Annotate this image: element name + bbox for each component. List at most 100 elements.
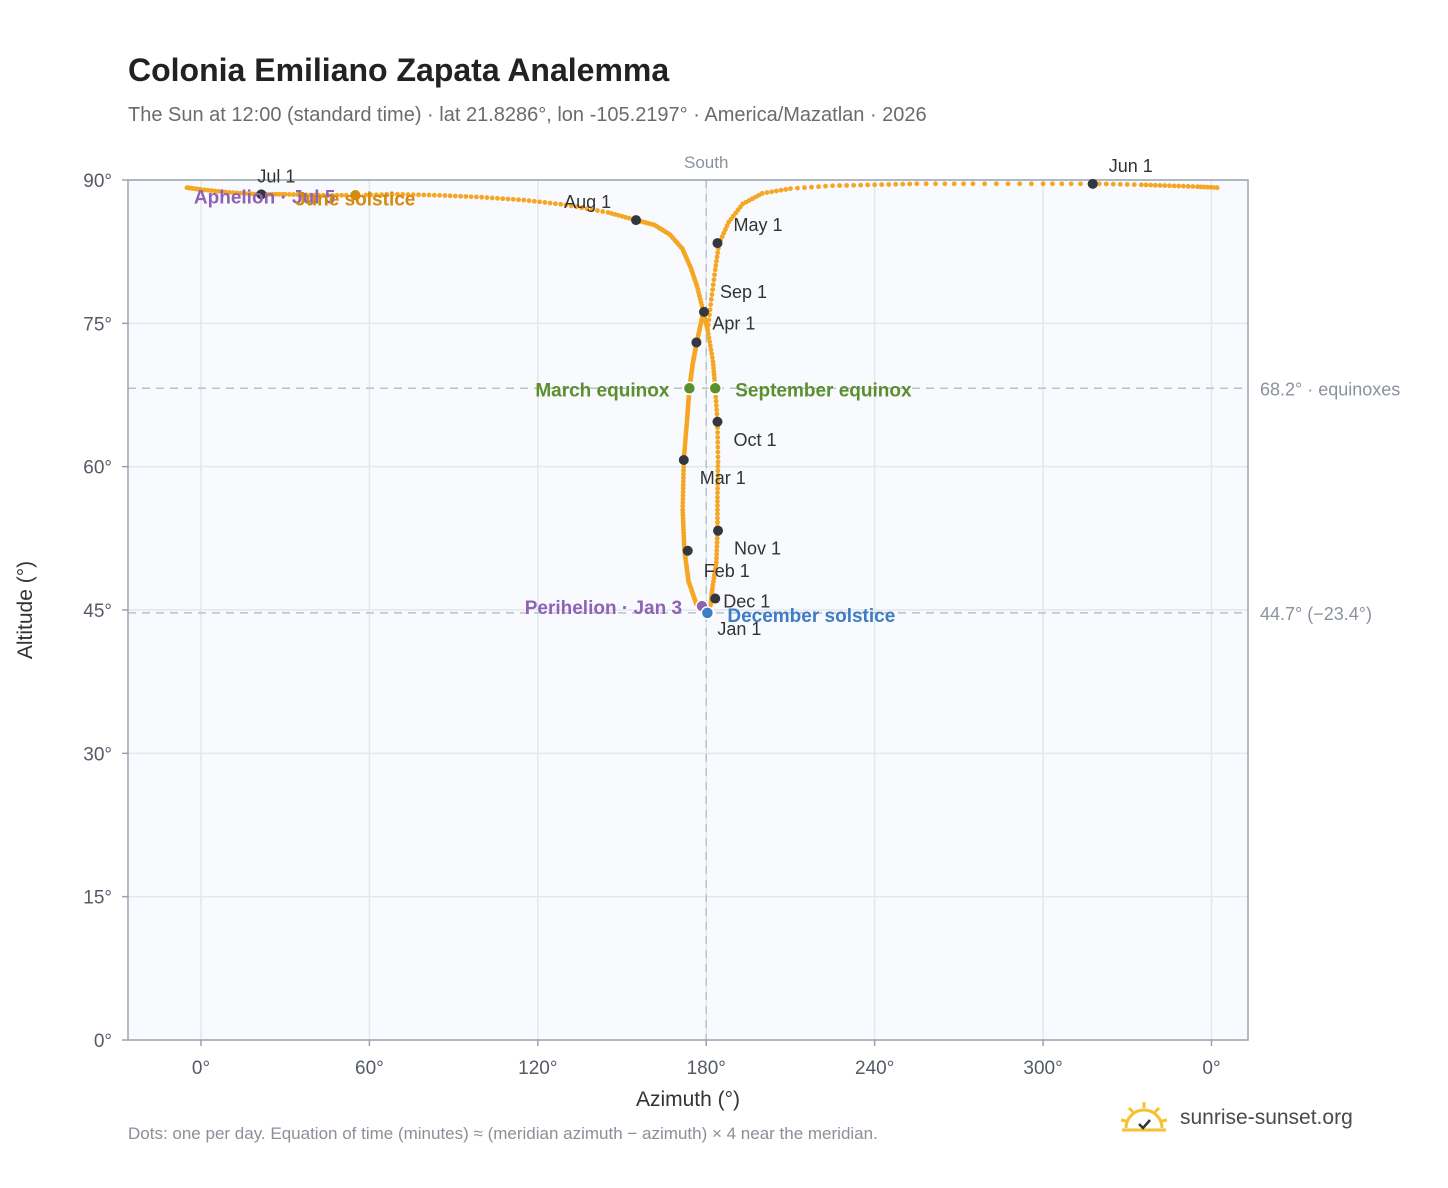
- daily-dot: [291, 192, 297, 197]
- daily-dot: [715, 499, 720, 504]
- daily-dot: [219, 189, 225, 195]
- month-marker-label: May 1: [733, 215, 782, 235]
- event-marker-label: Perihelion · Jan 3: [525, 598, 682, 619]
- reference-line-label: 44.7° (−23.4°): [1260, 604, 1372, 624]
- daily-dot: [715, 250, 721, 256]
- daily-dot: [1157, 183, 1163, 188]
- daily-dot: [308, 192, 313, 198]
- daily-dot: [1124, 182, 1130, 187]
- daily-dot: [715, 435, 721, 440]
- daily-dot: [795, 185, 800, 191]
- daily-dot: [708, 302, 714, 307]
- daily-dot: [830, 183, 835, 189]
- daily-dot: [708, 347, 714, 353]
- daily-dot: [226, 190, 232, 195]
- daily-dot: [589, 207, 595, 213]
- daily-dot: [715, 454, 721, 460]
- daily-dot: [681, 468, 686, 474]
- daily-dot: [714, 254, 720, 260]
- daily-dot: [1171, 183, 1177, 189]
- daily-dot: [715, 430, 721, 435]
- daily-dot: [1176, 183, 1182, 189]
- daily-dot: [330, 192, 335, 198]
- daily-dot: [334, 192, 340, 198]
- daily-dot: [714, 536, 720, 541]
- daily-dot: [303, 192, 309, 198]
- month-marker-dot: [713, 525, 724, 536]
- daily-dot: [705, 327, 711, 333]
- event-marker-dot: [708, 381, 722, 396]
- month-marker-label: Aug 1: [564, 192, 611, 212]
- daily-dot: [568, 203, 574, 209]
- daily-dot: [321, 192, 326, 198]
- daily-dot: [437, 192, 442, 198]
- daily-dot: [914, 181, 920, 187]
- daily-dot: [778, 187, 784, 193]
- daily-dot: [844, 183, 849, 188]
- daily-dot: [713, 263, 719, 268]
- daily-dot: [1028, 181, 1034, 187]
- daily-dot: [714, 551, 720, 557]
- daily-dot: [295, 192, 301, 198]
- month-marker-dot: [678, 454, 689, 465]
- daily-dot: [713, 403, 719, 408]
- daily-dot: [769, 189, 775, 195]
- daily-dot: [1059, 181, 1065, 187]
- daily-dot: [1148, 182, 1154, 188]
- daily-dot: [809, 184, 814, 190]
- daily-dot: [184, 185, 190, 191]
- event-marker-label: September equinox: [735, 380, 912, 401]
- chart-subtitle: The Sun at 12:00 (standard time) · lat 2…: [128, 104, 927, 126]
- daily-dot: [816, 184, 821, 190]
- daily-dot: [1068, 181, 1074, 187]
- daily-dot: [316, 192, 322, 198]
- sun-logo-icon: [1120, 1102, 1168, 1132]
- daily-dot: [600, 209, 606, 214]
- month-marker-dot: [691, 337, 702, 348]
- daily-dot: [680, 496, 686, 502]
- daily-dot: [1103, 181, 1109, 187]
- daily-dot: [680, 475, 686, 481]
- daily-dot: [715, 463, 721, 469]
- daily-dot: [715, 519, 720, 525]
- daily-dot: [1190, 184, 1196, 189]
- daily-dot: [982, 181, 988, 187]
- daily-dot: [595, 208, 600, 213]
- y-tick-label: 0°: [94, 1031, 112, 1052]
- month-marker-dot: [712, 238, 723, 249]
- daily-dot: [951, 181, 957, 187]
- daily-dot: [505, 196, 511, 202]
- daily-dot: [1185, 183, 1191, 189]
- daily-dot: [851, 182, 857, 188]
- daily-dot: [715, 511, 720, 517]
- daily-dot: [516, 197, 521, 203]
- daily-dot: [463, 194, 469, 199]
- month-marker-label: Jun 1: [1109, 156, 1153, 176]
- daily-dot: [709, 351, 715, 357]
- x-tick-label: 240°: [855, 1058, 894, 1079]
- daily-dot: [574, 204, 579, 210]
- month-marker-label: Oct 1: [733, 430, 776, 450]
- month-marker-dot: [256, 189, 267, 200]
- daily-dot: [715, 444, 721, 450]
- daily-dot: [680, 493, 686, 498]
- brand-logo[interactable]: sunrise-sunset.org: [1118, 1100, 1353, 1136]
- chart-title: Colonia Emiliano Zapata Analemma: [128, 52, 670, 88]
- daily-dot: [205, 187, 211, 193]
- daily-dot: [202, 187, 207, 193]
- daily-dot: [552, 201, 558, 207]
- y-tick-label: 45°: [83, 601, 112, 622]
- daily-dot: [714, 544, 720, 549]
- daily-dot: [531, 198, 537, 204]
- daily-dot: [993, 181, 999, 187]
- daily-dot: [715, 472, 721, 478]
- daily-dot: [710, 282, 716, 288]
- daily-dot: [547, 200, 553, 206]
- event-marker-label: Aphelion · Jul 5: [194, 187, 336, 208]
- daily-dot: [823, 183, 828, 189]
- daily-dot: [605, 210, 611, 215]
- daily-dot: [384, 192, 390, 197]
- daily-dot: [325, 192, 331, 198]
- daily-dot: [774, 188, 779, 194]
- daily-dot: [705, 322, 711, 328]
